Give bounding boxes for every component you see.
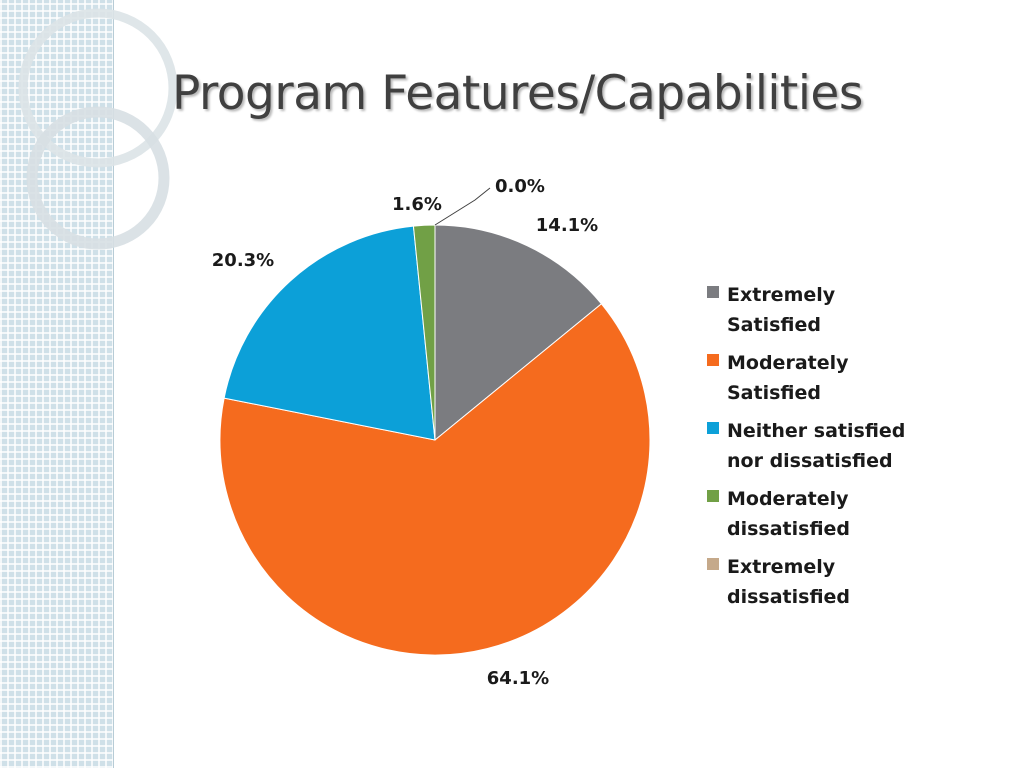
- pie-slice-extremely-satisfied: [434, 224, 603, 442]
- legend-swatch-extremely-dissatisfied: [707, 558, 719, 570]
- data-label-extremely-satisfied: 14.1%: [536, 215, 598, 236]
- data-label-extremely-dissatisfied: 0.0%: [495, 176, 545, 197]
- legend-label-extremely-satisfied: Extremely Satisfied: [727, 284, 836, 336]
- slide-title: Program Features/Capabilities: [172, 66, 863, 121]
- legend-item-extremely-dissatisfied: Extremely dissatisfied: [707, 552, 1007, 612]
- legend-item-extremely-satisfied: Extremely Satisfied: [707, 280, 1007, 340]
- legend-label-extremely-dissatisfied: Extremely dissatisfied: [727, 556, 851, 608]
- legend-item-moderately-satisfied: Moderately Satisfied: [707, 348, 1007, 408]
- data-label-neither-satisfied-nor-dissatisfied: 20.3%: [212, 250, 274, 271]
- leader-line-zero-slice: [434, 187, 491, 226]
- pie-slice-neither-satisfied-nor-dissatisfied: [223, 225, 436, 441]
- legend-item-neither: Neither satisfied nor dissatisfied: [707, 416, 1007, 476]
- pie-data-labels: 14.1% 64.1% 20.3% 1.6% 0.0%: [212, 176, 598, 689]
- decorative-ring-lower: [26, 106, 170, 250]
- data-label-moderately-satisfied: 64.1%: [487, 668, 549, 689]
- legend-swatch-moderately-satisfied: [707, 354, 719, 366]
- legend-swatch-extremely-satisfied: [707, 286, 719, 298]
- decorative-ring-upper: [18, 8, 178, 168]
- legend-label-moderately-dissatisfied: Moderately dissatisfied: [727, 488, 851, 540]
- decorative-rings: [18, 8, 178, 250]
- data-label-moderately-dissatisfied: 1.6%: [392, 194, 442, 215]
- pie-leader-lines: [434, 187, 491, 226]
- pie-slices: [219, 224, 651, 656]
- legend-swatch-neither: [707, 422, 719, 434]
- legend-swatch-moderately-dissatisfied: [707, 490, 719, 502]
- chart-legend: Extremely Satisfied Moderately Satisfied…: [707, 280, 1007, 620]
- pie-slice-moderately-dissatisfied: [412, 224, 436, 441]
- pie-slice-moderately-satisfied: [219, 303, 651, 656]
- legend-label-neither: Neither satisfied nor dissatisfied: [727, 420, 906, 472]
- legend-item-moderately-dissatisfied: Moderately dissatisfied: [707, 484, 1007, 544]
- legend-label-moderately-satisfied: Moderately Satisfied: [727, 352, 849, 404]
